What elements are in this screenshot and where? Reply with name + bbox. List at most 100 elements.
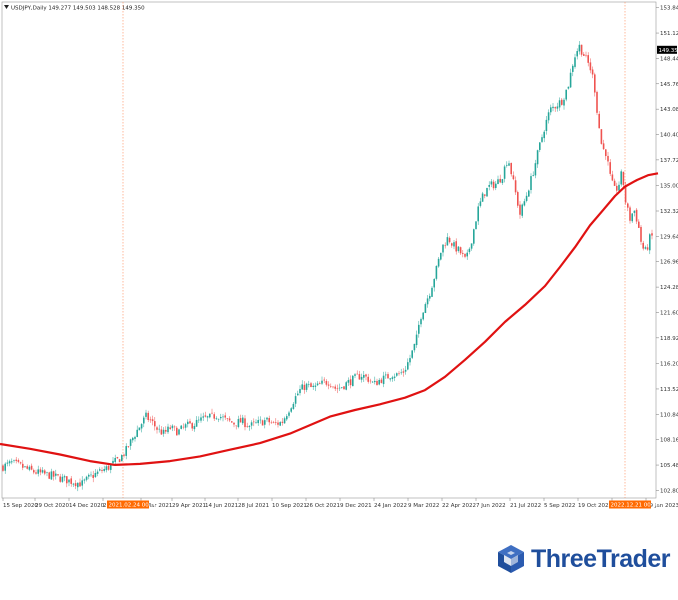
candle — [501, 179, 504, 184]
candle — [448, 237, 451, 243]
candle — [422, 312, 424, 320]
candle — [558, 100, 561, 108]
candle — [314, 385, 317, 387]
candle — [187, 421, 189, 425]
candle — [536, 150, 539, 165]
candle — [83, 479, 86, 481]
candle — [334, 386, 336, 389]
candle — [435, 265, 438, 279]
candle — [481, 193, 484, 202]
candle — [609, 162, 611, 174]
candle — [94, 472, 97, 478]
candle — [308, 384, 310, 385]
date-marker-label: 2021.02.24 00:00 — [109, 503, 159, 509]
candle — [158, 428, 160, 430]
candle — [578, 44, 581, 52]
candle — [475, 221, 477, 230]
candle — [600, 129, 603, 144]
candle — [547, 112, 550, 121]
candle — [195, 419, 198, 427]
candle — [237, 419, 240, 427]
candle — [325, 381, 328, 385]
candle — [59, 476, 61, 482]
candle — [345, 382, 347, 390]
candle — [567, 86, 570, 89]
candle — [607, 155, 609, 162]
candle — [367, 376, 369, 382]
candle — [440, 252, 442, 260]
candle — [371, 381, 374, 383]
candle — [88, 474, 90, 477]
candle — [398, 373, 400, 375]
candle — [525, 195, 528, 201]
candle — [484, 194, 486, 196]
candle — [541, 137, 543, 142]
candle — [585, 54, 587, 56]
candle — [228, 418, 231, 421]
candle — [154, 421, 156, 427]
candle — [268, 418, 270, 423]
candle — [37, 469, 39, 474]
candle — [402, 371, 405, 373]
candle — [374, 380, 376, 383]
candle — [424, 304, 427, 314]
candle — [140, 424, 143, 429]
chart-header-text: USDJPY,Daily 149.277 149.503 148.528 149… — [11, 6, 145, 12]
candle — [220, 416, 222, 419]
date-marker-box — [107, 500, 149, 509]
candle — [202, 416, 204, 418]
candle — [242, 417, 244, 424]
candle — [411, 350, 413, 358]
candle — [572, 65, 574, 72]
candle — [642, 242, 644, 249]
candle — [629, 207, 631, 221]
candle — [17, 459, 20, 462]
chart-header: USDJPY,Daily 149.277 149.503 148.528 149… — [4, 5, 145, 12]
date-marker-label: 2022.12.21 00:00 — [611, 503, 661, 509]
candle — [11, 461, 13, 463]
y-tick-label: 143.080 — [660, 107, 678, 113]
candle — [514, 180, 517, 193]
candle — [462, 252, 464, 254]
candle — [510, 162, 512, 175]
candle — [433, 278, 435, 288]
candle — [492, 181, 495, 189]
candle — [57, 474, 59, 476]
candle — [336, 388, 339, 390]
candle — [640, 226, 642, 242]
candle — [4, 463, 6, 471]
y-tick-label: 108.160 — [660, 438, 678, 444]
cube-logo-icon — [498, 545, 524, 573]
candle — [68, 479, 70, 483]
candle — [26, 466, 28, 469]
candle — [288, 412, 290, 416]
candle — [292, 403, 295, 409]
candle — [283, 418, 286, 424]
candle — [297, 393, 299, 396]
candle — [613, 180, 616, 186]
candle — [176, 427, 178, 436]
candle — [77, 482, 79, 488]
candle — [528, 190, 530, 197]
price-chart[interactable]: USDJPY,Daily 149.277 149.503 148.528 149… — [0, 0, 678, 520]
candle — [444, 245, 446, 247]
candle — [323, 379, 325, 381]
candle — [162, 429, 165, 434]
candle — [48, 472, 50, 479]
x-tick-label: 24 Jan 2022 — [374, 503, 407, 509]
candle — [255, 422, 257, 423]
x-tick-label: 2 — [103, 503, 107, 509]
candle — [132, 437, 134, 441]
candle — [253, 421, 255, 423]
candle — [618, 184, 620, 191]
candle — [563, 99, 565, 106]
candle — [312, 385, 314, 387]
candle — [415, 334, 418, 346]
candle — [66, 476, 68, 484]
candle — [385, 374, 387, 376]
candle — [246, 426, 248, 427]
candle — [437, 258, 440, 267]
candle — [576, 51, 578, 57]
down-triangle-icon[interactable] — [4, 5, 9, 9]
candle — [473, 229, 475, 244]
